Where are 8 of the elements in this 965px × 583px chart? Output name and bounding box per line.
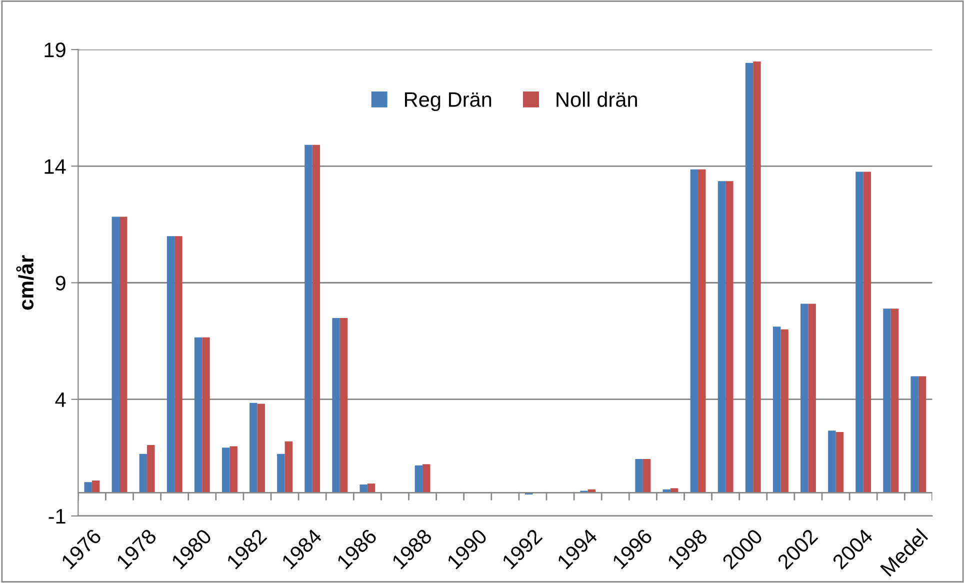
y-axis-title: cm/år [16, 255, 34, 310]
legend-label: Reg Drän [405, 92, 492, 112]
y-tick-label: 19 [44, 42, 66, 58]
y-tick-label: 4 [55, 392, 66, 407]
y-tick-label: 14 [44, 159, 66, 174]
y-tick-label: -1 [48, 509, 66, 524]
legend-label: Noll drän [556, 92, 637, 107]
y-tick-label: 9 [56, 276, 66, 291]
